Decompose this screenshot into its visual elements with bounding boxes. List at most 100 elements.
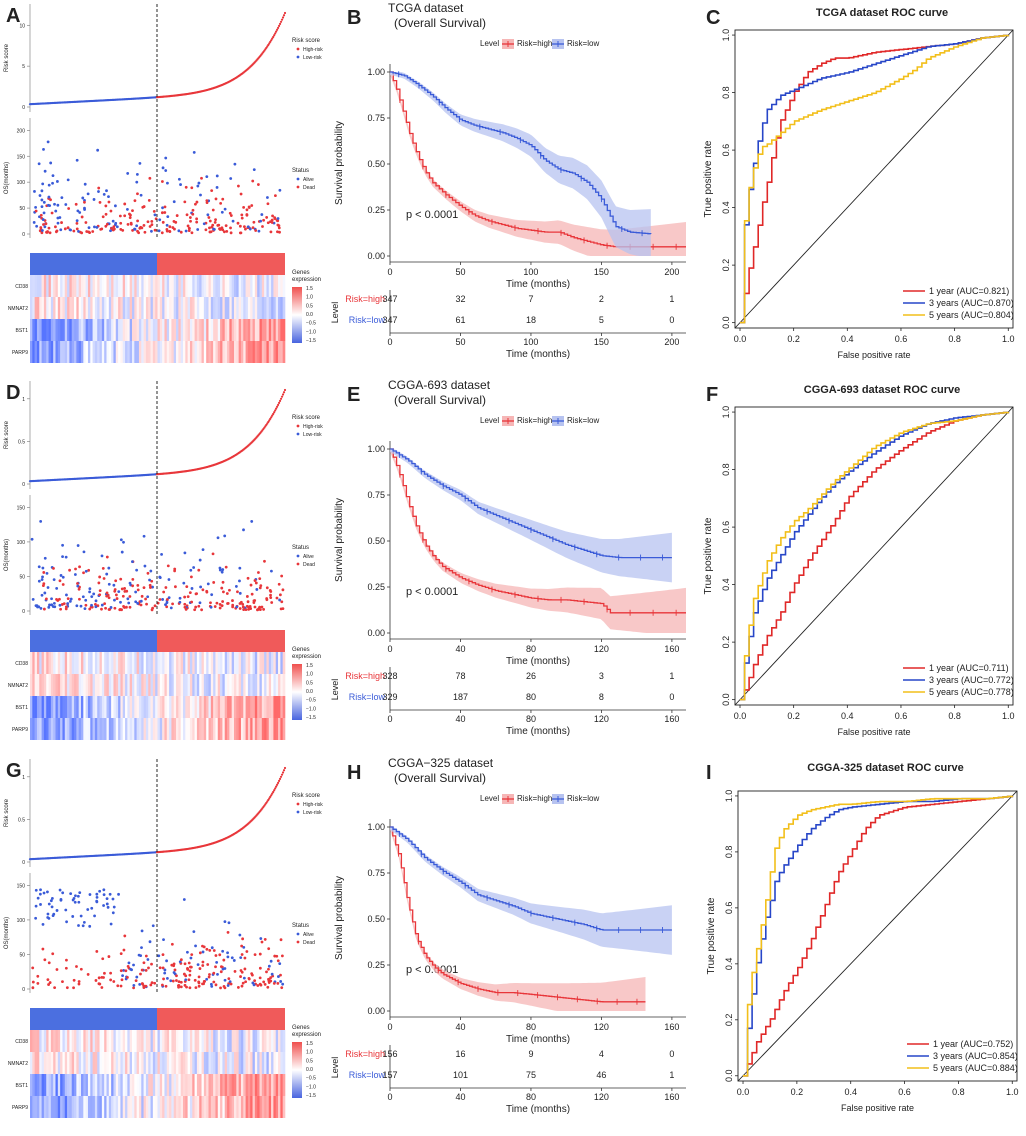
os-status-point — [139, 603, 143, 607]
heatmap-cell — [224, 297, 228, 319]
os-status-point — [92, 198, 96, 201]
os-status-point — [66, 178, 70, 182]
heatmap-cell — [171, 1096, 175, 1118]
os-y-label: OS(months) — [4, 539, 10, 571]
heatmap-cell — [208, 1096, 212, 1118]
heatmap-cell — [162, 275, 165, 297]
heatmap-cell — [282, 1096, 286, 1118]
os-status-point — [160, 983, 164, 987]
os-status-point — [42, 223, 45, 226]
heatmap-cell — [122, 718, 126, 740]
heatmap-cell — [157, 674, 161, 696]
heatmap-cell — [46, 341, 49, 363]
heatmap-cell — [157, 341, 161, 363]
heatmap-cell — [203, 696, 207, 718]
heatmap-cell — [231, 297, 235, 319]
heatmap-cell — [127, 1074, 130, 1096]
heat-legend-tick: 0.5 — [306, 303, 313, 309]
heatmap-cell — [50, 718, 54, 740]
heatmap-cell — [215, 341, 219, 363]
heatmap-cell — [76, 341, 79, 363]
km-risk-table-count: 9 — [528, 1049, 533, 1059]
os-status-point — [229, 982, 233, 986]
heatmap-cell — [143, 674, 147, 696]
heatmap-cell — [208, 674, 212, 696]
heatmap-cell — [166, 341, 170, 363]
os-status-point — [233, 162, 237, 166]
heatmap-cell — [194, 1074, 198, 1096]
os-status-point — [224, 565, 228, 569]
heatmap-cell — [141, 297, 144, 319]
heatmap-cell — [71, 319, 75, 341]
os-status-point — [101, 566, 105, 570]
os-status-point — [230, 956, 234, 960]
heatmap-cell — [217, 1052, 221, 1074]
km-table-x-tick-label: 80 — [526, 714, 536, 724]
roc-curve-5y — [743, 795, 1014, 1077]
heatmap-cell — [85, 297, 89, 319]
os-status-point — [111, 897, 115, 901]
heatmap-cell — [43, 674, 47, 696]
heatmap-cell — [60, 1074, 63, 1096]
heatmap-cell — [53, 718, 56, 740]
heatmap-cell — [247, 696, 251, 718]
heatmap-cell — [57, 319, 61, 341]
heatmap-cell — [213, 652, 216, 674]
heatmap-cell — [113, 341, 117, 363]
km-y-tick-label: 1.00 — [367, 444, 385, 454]
os-status-point — [64, 203, 68, 206]
os-status-point — [184, 608, 188, 611]
heatmap-cell — [278, 341, 281, 363]
heatmap-cell — [53, 319, 56, 341]
risk-y-label: Risk score — [4, 420, 10, 449]
os-status-point — [77, 587, 81, 591]
os-status-point — [165, 229, 169, 233]
os-status-point — [72, 986, 75, 990]
heatmap-cell — [185, 1030, 188, 1052]
heatmap-cell — [104, 696, 107, 718]
os-status-point — [139, 972, 142, 976]
heatmap-cell — [176, 674, 179, 696]
heatmap-cell — [280, 341, 283, 363]
heat-legend-tick: 1.5 — [306, 1041, 313, 1047]
heatmap-cell — [234, 696, 237, 718]
heatmap-cell — [213, 297, 216, 319]
heatmap-cell — [148, 297, 151, 319]
heatmap-cell — [152, 674, 156, 696]
heatmap-cell — [192, 1052, 195, 1074]
risk-score-point — [271, 414, 274, 417]
heatmap-cell — [99, 341, 103, 363]
os-status-point — [166, 215, 170, 219]
heatmap-cell — [90, 674, 93, 696]
km-risk-table-count: 18 — [526, 315, 536, 325]
heatmap-cell — [271, 652, 274, 674]
heatmap-cell — [282, 341, 286, 363]
heatmap-cell — [194, 674, 198, 696]
heat-legend-tick: 1.0 — [306, 672, 313, 678]
heatmap-cell — [227, 1052, 230, 1074]
heatmap-cell — [266, 275, 270, 297]
heatmap-cell — [111, 1030, 114, 1052]
os-status-point — [273, 954, 277, 958]
os-status-point — [245, 208, 249, 212]
km-x-tick-label: 160 — [664, 644, 679, 654]
heatmap-cell — [240, 297, 244, 319]
heatmap-cell — [245, 718, 249, 740]
os-status-point — [205, 199, 209, 203]
heatmap-cell — [236, 652, 239, 674]
heatmap-cell — [34, 1052, 38, 1074]
os-status-point — [198, 601, 202, 605]
heatmap-cell — [222, 1030, 226, 1052]
os-status-point — [266, 221, 270, 225]
km-risk-table-count: 7 — [528, 294, 533, 304]
heatmap-cell — [201, 341, 205, 363]
heatmap-cell — [240, 319, 244, 341]
os-status-point — [114, 593, 118, 597]
heatmap-cell — [50, 275, 54, 297]
heatmap-cell — [173, 674, 177, 696]
risk-score-point — [271, 792, 274, 795]
heatmap-cell — [203, 674, 207, 696]
heatmap-cell — [162, 297, 165, 319]
heatmap-cell — [199, 341, 202, 363]
risk-score-point — [277, 401, 281, 404]
